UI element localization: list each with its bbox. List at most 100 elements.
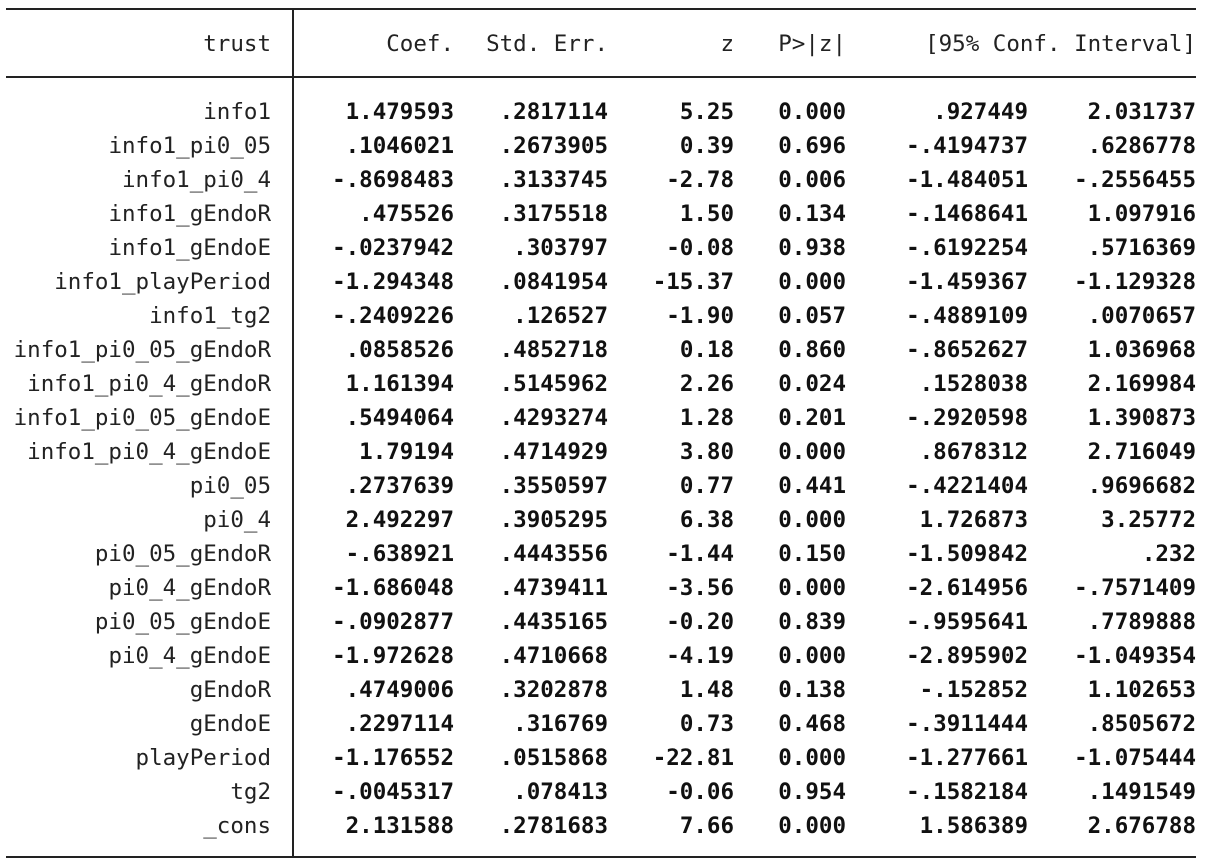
pvalue-cell: 0.860	[778, 337, 846, 363]
coef-cell: .2737639	[345, 473, 454, 499]
variable-name: pi0_4_gEndoE	[108, 643, 271, 669]
ci-upper-cell: .0070657	[1087, 303, 1196, 329]
z-cell: -0.20	[666, 609, 734, 635]
ci-upper-cell: 2.031737	[1087, 99, 1196, 125]
pvalue-cell: 0.000	[778, 99, 846, 125]
stderr-cell: .316769	[513, 711, 608, 737]
variable-name: gEndoE	[189, 711, 271, 737]
ci-upper-cell: .7789888	[1087, 609, 1196, 635]
stderr-cell: .0515868	[499, 745, 608, 771]
z-cell: -3.56	[666, 575, 734, 601]
stderr-cell: .0841954	[499, 269, 608, 295]
z-cell: 0.77	[679, 473, 734, 499]
variable-name: info1_pi0_05	[108, 133, 271, 159]
coef-cell: .4749006	[345, 677, 454, 703]
stderr-cell: .4852718	[499, 337, 608, 363]
ci-upper-cell: .5716369	[1087, 235, 1196, 261]
coef-cell: 1.79194	[359, 439, 454, 465]
ci-upper-cell: 1.102653	[1087, 677, 1196, 703]
pvalue-cell: 0.150	[778, 541, 846, 567]
coef-cell: -.2409226	[332, 303, 454, 329]
pvalue-cell: 0.000	[778, 813, 846, 839]
z-cell: -4.19	[666, 643, 734, 669]
ci-lower-cell: -.6192254	[906, 235, 1028, 261]
variable-name: info1_pi0_05_gEndoE	[13, 405, 271, 431]
coef-cell: 1.479593	[345, 99, 454, 125]
ci-lower-cell: -.2920598	[906, 405, 1028, 431]
coef-cell: .1046021	[345, 133, 454, 159]
ci-lower-cell: 1.586389	[919, 813, 1028, 839]
pvalue-cell: 0.000	[778, 575, 846, 601]
coef-cell: -.638921	[345, 541, 454, 567]
ci-lower-cell: .927449	[933, 99, 1028, 125]
stderr-cell: .3550597	[499, 473, 608, 499]
z-cell: -0.06	[666, 779, 734, 805]
pvalue-cell: 0.696	[778, 133, 846, 159]
stderr-cell: .078413	[513, 779, 608, 805]
pvalue-cell: 0.938	[778, 235, 846, 261]
ci-upper-cell: 1.390873	[1087, 405, 1196, 431]
variable-name: info1_pi0_4	[121, 167, 271, 193]
pvalue-cell: 0.000	[778, 269, 846, 295]
ci-lower-cell: -.4221404	[906, 473, 1028, 499]
variable-name: pi0_05	[189, 473, 271, 499]
coef-cell: -1.972628	[332, 643, 454, 669]
coef-cell: -1.686048	[332, 575, 454, 601]
ci-lower-cell: -.4889109	[906, 303, 1028, 329]
z-cell: 7.66	[679, 813, 734, 839]
coef-cell: 2.492297	[345, 507, 454, 533]
ci-lower-cell: -1.484051	[906, 167, 1028, 193]
ci-lower-cell: -.152852	[919, 677, 1028, 703]
pvalue-cell: 0.201	[778, 405, 846, 431]
ci-upper-cell: 2.169984	[1087, 371, 1196, 397]
stderr-cell: .3202878	[499, 677, 608, 703]
stderr-cell: .4293274	[499, 405, 608, 431]
z-cell: 1.28	[679, 405, 734, 431]
ci-upper-cell: -1.049354	[1074, 643, 1196, 669]
variable-name: pi0_05_gEndoE	[94, 609, 271, 635]
coef-cell: -.0902877	[332, 609, 454, 635]
variable-name: info1	[203, 99, 271, 125]
variable-name: playPeriod	[135, 745, 271, 771]
stderr-cell: .4714929	[499, 439, 608, 465]
z-cell: 6.38	[679, 507, 734, 533]
z-cell: -22.81	[652, 745, 734, 771]
ci-lower-cell: -.1468641	[906, 201, 1028, 227]
stderr-cell: .4710668	[499, 643, 608, 669]
stderr-cell: .2673905	[499, 133, 608, 159]
pvalue-cell: 0.000	[778, 507, 846, 533]
pvalue-cell: 0.000	[778, 643, 846, 669]
variable-name: info1_playPeriod	[54, 269, 271, 295]
z-cell: 0.39	[679, 133, 734, 159]
ci-lower-cell: -1.459367	[906, 269, 1028, 295]
ci-upper-cell: 2.676788	[1087, 813, 1196, 839]
coef-cell: .5494064	[345, 405, 454, 431]
variable-name: info1_tg2	[149, 303, 271, 329]
ci-upper-cell: -1.129328	[1074, 269, 1196, 295]
z-cell: 1.48	[679, 677, 734, 703]
z-cell: 0.18	[679, 337, 734, 363]
stderr-cell: .2781683	[499, 813, 608, 839]
z-cell: 2.26	[679, 371, 734, 397]
header-conf-interval: [95% Conf. Interval]	[925, 31, 1196, 57]
stderr-cell: .3175518	[499, 201, 608, 227]
header-z: z	[720, 31, 734, 57]
ci-lower-cell: -.3911444	[906, 711, 1028, 737]
stderr-cell: .2817114	[499, 99, 608, 125]
stderr-cell: .303797	[513, 235, 608, 261]
variable-name: _cons	[203, 813, 271, 839]
stderr-cell: .4739411	[499, 575, 608, 601]
coef-cell: -1.176552	[332, 745, 454, 771]
variable-name: info1_pi0_4_gEndoR	[27, 371, 271, 397]
variable-name: pi0_4_gEndoR	[108, 575, 271, 601]
pvalue-cell: 0.057	[778, 303, 846, 329]
coef-cell: -.8698483	[332, 167, 454, 193]
table-top-rule	[6, 8, 1196, 10]
z-cell: -1.90	[666, 303, 734, 329]
pvalue-cell: 0.468	[778, 711, 846, 737]
pvalue-cell: 0.441	[778, 473, 846, 499]
variable-name: pi0_4	[203, 507, 271, 533]
ci-lower-cell: .1528038	[919, 371, 1028, 397]
pvalue-cell: 0.138	[778, 677, 846, 703]
